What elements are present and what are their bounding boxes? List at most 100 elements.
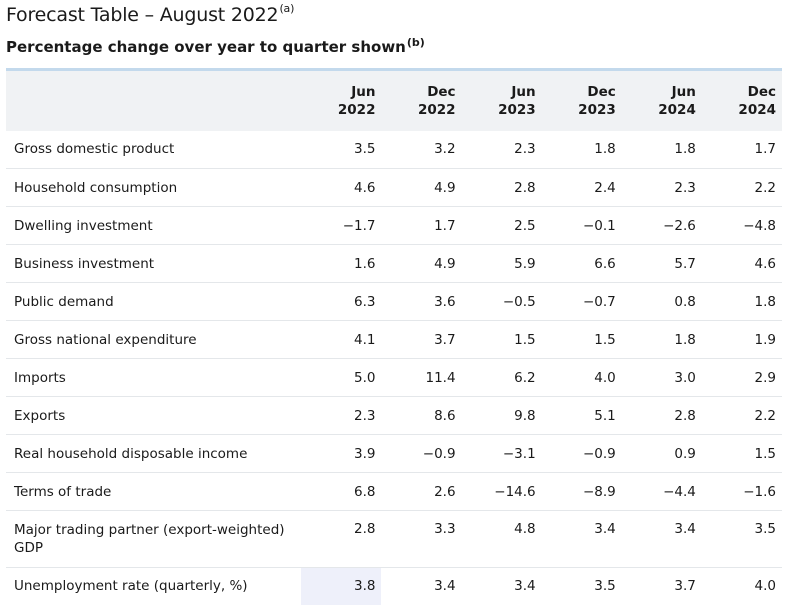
column-header: Dec 2024 xyxy=(702,70,782,131)
table-cell: 3.7 xyxy=(434,331,456,348)
table-row: Business investment 1.6 4.9 5.9 6.6 5.7 … xyxy=(6,245,782,283)
table-cell: 2.2 xyxy=(754,179,776,196)
table-cell: 5.0 xyxy=(353,369,376,386)
table-cell: 2.8 xyxy=(514,179,536,196)
table-cell: 3.5 xyxy=(594,578,616,595)
table-cell: 1.8 xyxy=(594,141,616,158)
table-row: Gross national expenditure 4.1 3.7 1.5 1… xyxy=(6,321,782,359)
table-cell: 4.9 xyxy=(434,255,456,272)
table-cell: 9.8 xyxy=(514,407,536,424)
column-header-month: Dec xyxy=(587,83,616,100)
table-cell: 11.4 xyxy=(425,369,456,386)
table-cell: −4.4 xyxy=(663,483,696,500)
row-label: Gross national expenditure xyxy=(14,331,197,348)
row-label: Public demand xyxy=(14,293,114,310)
column-header-month: Dec xyxy=(427,83,456,100)
table-row: Dwelling investment −1.7 1.7 2.5 −0.1 −2… xyxy=(6,207,782,245)
table-cell: 2.4 xyxy=(594,179,616,196)
table-cell: 1.9 xyxy=(754,331,776,348)
column-header: Jun 2024 xyxy=(622,70,702,131)
table-cell: −3.1 xyxy=(502,445,536,462)
table-cell: −1.6 xyxy=(743,483,776,500)
page-title-text: Forecast Table – August 2022 xyxy=(6,4,279,26)
row-label: Exports xyxy=(14,407,66,424)
row-label: Major trading partner (export-weighted) … xyxy=(14,522,285,556)
table-row: Public demand 6.3 3.6 −0.5 −0.7 0.8 1.8 xyxy=(6,283,782,321)
table-row: Terms of trade 6.8 2.6 −14.6 −8.9 −4.4 −… xyxy=(6,473,782,511)
title-footnote-link[interactable]: (a) xyxy=(279,2,295,15)
column-header-month: Jun xyxy=(671,83,696,100)
table-cell: −4.8 xyxy=(743,217,776,234)
table-cell: 4.6 xyxy=(353,179,376,196)
table-row: Exports 2.3 8.6 9.8 5.1 2.8 2.2 xyxy=(6,397,782,435)
forecast-table: Jun 2022 Dec 2022 Jun 2023 Dec 2023 Jun 2024 … xyxy=(6,68,782,605)
table-cell: 2.3 xyxy=(674,179,696,196)
table-cell: −0.7 xyxy=(582,293,616,310)
table-cell: 2.6 xyxy=(434,483,456,500)
table-cell: 1.5 xyxy=(514,331,536,348)
table-row: Imports 5.0 11.4 6.2 4.0 3.0 2.9 xyxy=(6,359,782,397)
table-cell: 6.2 xyxy=(514,369,536,386)
table-cell: 4.1 xyxy=(353,331,376,348)
table-cell: 1.6 xyxy=(353,255,376,272)
table-cell: 3.4 xyxy=(434,578,456,595)
table-cell: 3.5 xyxy=(754,521,776,537)
table-cell: 6.8 xyxy=(353,483,376,500)
column-header-month: Jun xyxy=(351,83,376,100)
column-header-year: 2024 xyxy=(738,101,776,118)
row-label: Gross domestic product xyxy=(14,141,175,158)
column-header-month: Dec xyxy=(747,83,776,100)
table-cell: 3.7 xyxy=(674,578,696,595)
column-header-year: 2022 xyxy=(337,101,376,118)
table-cell: 1.5 xyxy=(594,331,616,348)
table-header: Jun 2022 Dec 2022 Jun 2023 Dec 2023 Jun 2024 … xyxy=(6,69,782,131)
column-header-year: 2023 xyxy=(578,101,616,118)
table-subtitle-text: Percentage change over year to quarter s… xyxy=(6,38,406,56)
column-header: Dec 2023 xyxy=(542,70,622,131)
table-cell: −0.9 xyxy=(422,445,456,462)
table-cell: 3.0 xyxy=(674,369,696,386)
table-cell: −1.7 xyxy=(342,217,376,234)
table-cell: −0.1 xyxy=(582,217,616,234)
column-header: Jun 2022 xyxy=(301,70,381,131)
table-cell: −8.9 xyxy=(582,483,616,500)
table-cell: 1.7 xyxy=(434,217,456,234)
table-cell: 1.8 xyxy=(754,293,776,310)
table-cell: 5.9 xyxy=(514,255,536,272)
table-cell: 2.2 xyxy=(754,407,776,424)
table-row: Unemployment rate (quarterly, %) 3.8 3.4… xyxy=(6,567,782,605)
column-header-month: Jun xyxy=(511,83,536,100)
column-header: Jun 2023 xyxy=(462,70,542,131)
table-row: Gross domestic product 3.5 3.2 2.3 1.8 1… xyxy=(6,131,782,169)
table-cell: 1.8 xyxy=(674,141,696,158)
row-label: Imports xyxy=(14,369,66,386)
column-header: Dec 2022 xyxy=(381,70,461,131)
table-cell: 3.9 xyxy=(353,445,376,462)
table-cell: 2.3 xyxy=(514,141,536,158)
table-cell: 3.3 xyxy=(434,521,456,537)
table-cell: 8.6 xyxy=(434,407,456,424)
table-cell: 6.6 xyxy=(594,255,616,272)
page-title: Forecast Table – August 2022(a) xyxy=(6,2,295,26)
table-cell: 6.3 xyxy=(353,293,376,310)
subtitle-footnote-link[interactable]: (b) xyxy=(406,36,425,49)
table-cell: 0.8 xyxy=(674,293,696,310)
table-cell: 3.4 xyxy=(594,521,616,537)
table-cell: 3.2 xyxy=(434,141,456,158)
table-body: Gross domestic product 3.5 3.2 2.3 1.8 1… xyxy=(6,131,782,605)
table-cell: 1.7 xyxy=(754,141,776,158)
table-cell: 2.5 xyxy=(514,217,536,234)
table-row: Major trading partner (export-weighted) … xyxy=(6,511,782,568)
table-cell: 4.8 xyxy=(514,521,536,537)
table-cell: 4.9 xyxy=(434,179,456,196)
table-cell: 3.6 xyxy=(434,293,456,310)
header-row: Jun 2022 Dec 2022 Jun 2023 Dec 2023 Jun 2024 … xyxy=(6,69,782,131)
table-cell: 5.7 xyxy=(674,255,696,272)
row-label: Real household disposable income xyxy=(14,445,248,462)
column-header-year: 2023 xyxy=(498,101,536,118)
row-label: Terms of trade xyxy=(14,483,112,500)
table-cell: 2.9 xyxy=(754,369,776,386)
table-row: Household consumption 4.6 4.9 2.8 2.4 2.… xyxy=(6,169,782,207)
table-cell: 3.8 xyxy=(301,567,382,605)
column-header-year: 2024 xyxy=(658,101,696,118)
